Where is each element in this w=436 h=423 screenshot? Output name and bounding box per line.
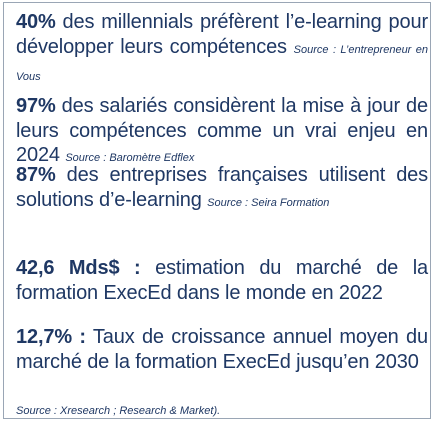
stat-execed-growth-rate: 12,7% : Taux de croissance annuel moyen …	[16, 325, 428, 374]
stat-text: Taux de croissance annuel moyen du march…	[16, 326, 428, 373]
stats-box: 40% des millennials préfèrent l’e-learni…	[3, 2, 431, 419]
stat-employees-upskilling: 97% des salariés considèrent la mise à j…	[16, 94, 428, 171]
stat-figure: 87%	[16, 164, 56, 186]
footer-source: Source : Xresearch ; Research & Market).	[16, 405, 221, 417]
stat-millennials-elearning: 40% des millennials préfèrent l’e-learni…	[16, 10, 428, 90]
stat-text: estimation du marché de la formation Exe…	[16, 257, 428, 304]
stat-figure: 97%	[16, 95, 56, 117]
stat-execed-market-size: 42,6 Mds$ : estimation du marché de la f…	[16, 256, 428, 305]
stat-source: Source : Seira Formation	[207, 196, 330, 209]
stat-figure: 12,7% :	[16, 326, 86, 348]
stat-text: des entreprises françaises utilisent des…	[16, 164, 428, 211]
stat-source: Source : L’entrepreneur en Vous	[16, 43, 428, 84]
stat-figure: 42,6 Mds$ :	[16, 257, 141, 279]
stat-source: Source : Baromètre Edflex	[65, 152, 195, 164]
stat-text: des salariés considèrent la mise à jour …	[16, 95, 428, 166]
stat-french-companies-elearning: 87% des entreprises françaises utilisent…	[16, 163, 428, 215]
stat-text: des millennials préfèrent l’e-learning p…	[16, 11, 428, 58]
stat-figure: 40%	[16, 11, 56, 33]
